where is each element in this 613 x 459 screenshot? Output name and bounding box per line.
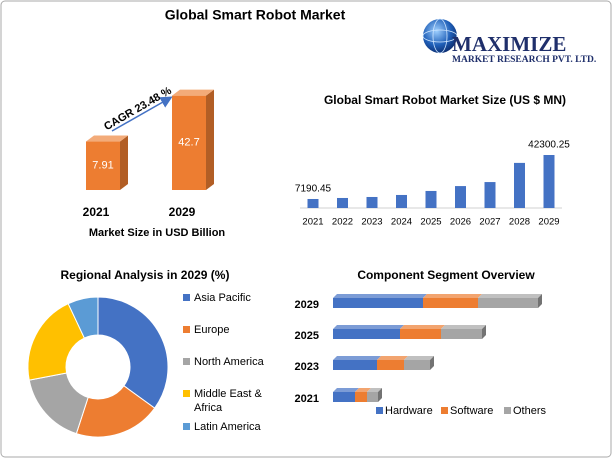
chart-title: Regional Analysis in 2029 (%) [61,268,230,282]
bar [337,197,348,208]
bar-segment [400,329,441,339]
donut-slice [27,302,86,381]
legend-label: North America [194,356,264,368]
x-tick-label: 2022 [332,217,353,228]
legend-swatch [183,390,190,397]
value-label: 42.7 [178,137,199,149]
bar-end [378,388,382,402]
donut-slice [97,296,169,409]
bar-top [441,325,486,329]
bar-segment [355,392,367,402]
legend-swatch [183,294,190,301]
legend-swatch [183,358,190,365]
donut-slice [28,372,89,435]
legend-swatch [504,407,511,414]
donut-slice [67,296,99,339]
legend-swatch [183,423,190,430]
x-axis-label: Market Size in USD Billion [89,227,226,239]
legend-label: Europe [194,324,230,336]
x-tick-label: 2024 [391,217,412,228]
y-tick-label: 2029 [295,299,319,311]
bar-segment [441,329,482,339]
logo-icon [422,18,458,54]
bar-top [333,294,427,298]
bar-top [86,135,128,142]
x-tick-label: 2028 [509,217,530,228]
x-tick-label: 2027 [479,217,500,228]
bar-segment [333,298,423,308]
bar-end [482,325,486,339]
bar-segment [333,360,377,370]
legend-label: Others [513,405,547,417]
bar [484,182,496,208]
legend-label: Middle East & Africa [194,388,262,414]
bar-segment [478,298,538,308]
logo-tagline: MARKET RESEARCH PVT. LTD. [452,55,596,65]
bar-segment [377,360,404,370]
bar-top [404,356,434,360]
bar [86,141,120,190]
legend-swatch [441,407,448,414]
bar-top [355,388,371,392]
legend-label: Hardware [385,405,433,417]
legend-label: Software [450,405,493,417]
bar-top [367,388,382,392]
x-tick-label: 2026 [450,217,471,228]
bar-top [333,388,359,392]
chart-title: Component Segment Overview [357,268,535,282]
legend-label: Latin America [194,421,261,433]
bar-end [538,294,542,308]
chart-title: Global Smart Robot Market Size (US $ MN) [323,93,567,107]
value-label: 7.91 [92,160,113,172]
bar [543,155,555,208]
bar-segment [333,392,355,402]
x-tick-label: 2029 [169,205,196,219]
annotation: CAGR 23.48 % [102,85,174,133]
value-label: 7190.45 [295,184,332,195]
bar-top [333,356,381,360]
bar-top [333,325,404,329]
legend-label: Asia Pacific [194,292,251,304]
legend-swatch [376,407,383,414]
page-title: Global Smart Robot Market [165,7,346,23]
bar-top [478,294,542,298]
bar-top [423,294,482,298]
bar-top [377,356,408,360]
x-tick-label: 2021 [83,205,110,219]
logo-name: MAXIMIZE [452,32,566,56]
bar [425,190,437,208]
y-tick-label: 2021 [295,393,319,405]
bar-side [206,89,214,190]
cagr-arrow [111,96,173,132]
x-tick-label: 2029 [538,217,559,228]
y-tick-label: 2023 [295,361,319,373]
bar [366,196,378,208]
bar-top [400,325,445,329]
bar-end [430,356,434,370]
bar-segment [423,298,478,308]
bar [172,95,206,190]
x-tick-label: 2023 [361,217,382,228]
y-tick-label: 2025 [295,330,319,342]
bar [396,194,407,208]
bar-side [120,135,128,190]
bar [307,198,319,208]
bar-segment [333,329,400,339]
legend-swatch [183,326,190,333]
x-tick-label: 2021 [302,217,323,228]
bar [514,162,525,208]
bar-segment [404,360,430,370]
bar-segment [367,392,378,402]
bar-top [172,89,214,96]
bar [455,186,466,208]
x-tick-label: 2025 [420,217,441,228]
value-label: 42300.25 [528,140,570,151]
